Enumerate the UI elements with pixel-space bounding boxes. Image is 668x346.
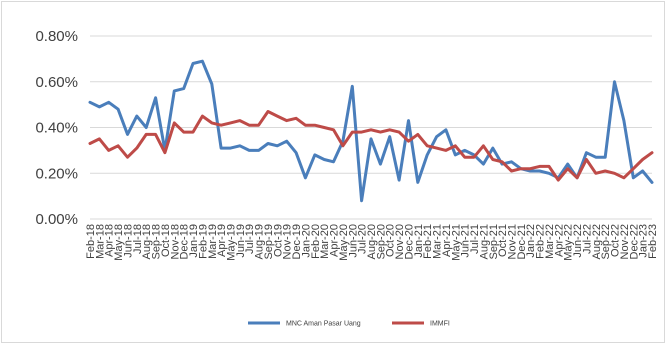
x-tick-label: Jan-19 <box>188 224 200 258</box>
x-tick-label: Jan-20 <box>300 224 312 258</box>
x-tick-label: Nov-22 <box>619 224 631 259</box>
x-tick-label: Mar-19 <box>207 224 219 259</box>
x-tick-label: Jun-18 <box>123 224 135 258</box>
x-tick-label: Nov-19 <box>282 224 294 259</box>
x-tick-label: Apr-20 <box>329 224 341 257</box>
x-tick-label: Aug-18 <box>141 224 153 259</box>
x-tick-label: Dec-22 <box>628 224 640 259</box>
x-tick-label: Dec-19 <box>291 224 303 259</box>
x-tick-label: Jun-22 <box>572 224 584 258</box>
x-tick-label: Aug-19 <box>254 224 266 259</box>
x-tick-label: Jul-19 <box>244 224 256 254</box>
x-tick-label: Jul-22 <box>581 224 593 254</box>
x-tick-label: Oct-18 <box>160 224 172 257</box>
x-tick-label: Dec-21 <box>516 224 528 259</box>
y-tick-label: 0.80% <box>35 28 78 45</box>
x-tick-label: Mar-20 <box>319 224 331 259</box>
x-tick-label: Apr-22 <box>553 224 565 257</box>
x-tick-label: Jun-19 <box>235 224 247 258</box>
x-tick-label: Nov-18 <box>169 224 181 259</box>
x-tick-label: Dec-18 <box>179 224 191 259</box>
y-axis-tick-labels: 0.00% 0.20% 0.40% 0.60% 0.80% <box>35 28 78 228</box>
x-tick-label: Sep-22 <box>600 224 612 259</box>
x-tick-label: May-21 <box>450 224 462 261</box>
x-axis-tick-labels: Feb-18Mar-18Apr-18May-18Jun-18Jul-18Aug-… <box>85 224 659 261</box>
x-tick-label: Sep-18 <box>151 224 163 259</box>
x-tick-label: Feb-22 <box>535 224 547 259</box>
x-tick-label: Mar-18 <box>94 224 106 259</box>
x-tick-label: Apr-21 <box>441 224 453 257</box>
x-tick-label: May-20 <box>338 224 350 261</box>
x-tick-label: Oct-21 <box>497 224 509 257</box>
x-tick-label: Apr-19 <box>216 224 228 257</box>
x-tick-label: Dec-20 <box>404 224 416 259</box>
x-tick-label: Feb-20 <box>310 224 322 259</box>
y-tick-label: 0.20% <box>35 165 78 182</box>
x-tick-label: Jan-23 <box>638 224 650 258</box>
legend-label: IMMFI <box>430 321 450 328</box>
x-tick-label: Sep-19 <box>263 224 275 259</box>
x-tick-label: Jul-18 <box>132 224 144 254</box>
x-tick-label: Nov-21 <box>507 224 519 259</box>
x-tick-label: Feb-18 <box>85 224 97 259</box>
x-tick-label: Mar-21 <box>432 224 444 259</box>
x-tick-label: Oct-19 <box>272 224 284 257</box>
x-tick-label: Aug-20 <box>366 224 378 259</box>
x-tick-label: Jun-20 <box>347 224 359 258</box>
x-tick-label: Aug-22 <box>591 224 603 259</box>
series-line-2 <box>88 110 654 182</box>
y-tick-label: 0.40% <box>35 120 78 137</box>
x-tick-label: Jul-20 <box>357 224 369 254</box>
x-tick-label: Aug-21 <box>478 224 490 259</box>
legend-label: MNC Aman Pasar Uang <box>286 321 361 328</box>
x-tick-label: Jun-21 <box>460 224 472 258</box>
x-tick-label: Feb-19 <box>197 224 209 259</box>
x-tick-label: May-19 <box>226 224 238 261</box>
gridlines <box>90 35 652 220</box>
y-tick-label: 0.60% <box>35 74 78 91</box>
x-tick-label: Apr-18 <box>104 224 116 257</box>
y-tick-label: 0.00% <box>35 211 78 228</box>
legend: MNC Aman Pasar Uang IMMFI <box>248 321 450 328</box>
x-tick-label: Jan-21 <box>413 224 425 258</box>
x-tick-label: May-18 <box>113 224 125 261</box>
x-tick-label: Jan-22 <box>525 224 537 258</box>
x-tick-label: Jul-21 <box>469 224 481 254</box>
series-lines <box>88 59 654 203</box>
x-tick-label: Mar-22 <box>544 224 556 259</box>
x-tick-label: Oct-22 <box>610 224 622 257</box>
x-tick-label: Sep-20 <box>375 224 387 259</box>
x-tick-label: May-22 <box>563 224 575 261</box>
x-tick-label: Nov-20 <box>394 224 406 259</box>
x-tick-label: Sep-21 <box>488 224 500 259</box>
x-tick-label: Feb-21 <box>422 224 434 259</box>
x-tick-label: Feb-23 <box>647 224 659 259</box>
x-tick-label: Oct-20 <box>385 224 397 257</box>
